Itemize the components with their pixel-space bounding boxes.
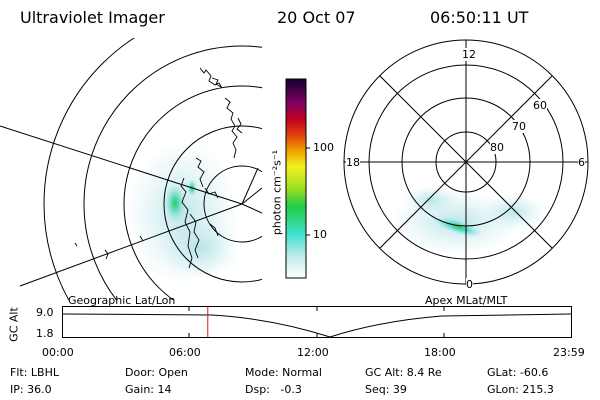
altitude-ticks bbox=[188, 307, 445, 337]
aurora-emission-geo bbox=[126, 141, 240, 285]
seq-info: Seq: 39 bbox=[365, 383, 407, 396]
instrument-title: Ultraviolet Imager bbox=[20, 8, 165, 27]
geographic-panel-label: Geographic Lat/Lon bbox=[68, 294, 176, 307]
coastlines bbox=[74, 67, 243, 269]
colorbar-unit-label: photon cm⁻²s⁻¹ bbox=[270, 149, 284, 236]
mlt-label-12: 12 bbox=[462, 48, 476, 61]
time-tick-0600: 06:00 bbox=[169, 346, 201, 359]
altitude-tick-9: 9.0 bbox=[36, 306, 54, 319]
aurora-emission-polar bbox=[391, 186, 544, 254]
mlt-label-0: 0 bbox=[466, 278, 473, 291]
altitude-curve bbox=[62, 313, 572, 338]
gc-alt-info: GC Alt: 8.4 Re bbox=[365, 366, 442, 379]
polar-mlat-mlt-plot bbox=[343, 39, 589, 285]
time-label: 06:50:11 UT bbox=[430, 8, 529, 27]
altitude-strip bbox=[62, 306, 572, 338]
apex-panel-label: Apex MLat/MLT bbox=[425, 294, 508, 307]
mlat-label-60: 60 bbox=[533, 99, 547, 112]
time-tick-1800: 18:00 bbox=[424, 346, 456, 359]
time-tick-1200: 12:00 bbox=[297, 346, 329, 359]
colorbar-tick-10: 10 bbox=[313, 228, 327, 241]
mlt-label-6: 6 bbox=[578, 156, 585, 169]
polar-grid bbox=[343, 39, 589, 285]
ip-info: IP: 36.0 bbox=[10, 383, 52, 396]
mode-info: Mode: Normal bbox=[245, 366, 322, 379]
door-info: Door: Open bbox=[125, 366, 188, 379]
mlat-label-70: 70 bbox=[512, 120, 526, 133]
geographic-map bbox=[0, 38, 262, 300]
gain-info: Gain: 14 bbox=[125, 383, 172, 396]
dsp-info: Dsp: -0.3 bbox=[245, 383, 302, 396]
glon-info: GLon: 215.3 bbox=[487, 383, 554, 396]
altitude-ylabel: GC Alt bbox=[7, 307, 21, 342]
glat-info: GLat: -60.6 bbox=[487, 366, 549, 379]
mlat-label-80: 80 bbox=[490, 141, 504, 154]
date-label: 20 Oct 07 bbox=[277, 8, 356, 27]
filter-info: Flt: LBHL bbox=[10, 366, 59, 379]
time-tick-2359: 23:59 bbox=[553, 346, 585, 359]
time-tick-0000: 00:00 bbox=[42, 346, 74, 359]
geo-grid bbox=[0, 38, 262, 300]
colorbar bbox=[285, 78, 310, 279]
colorbar-tick-100: 100 bbox=[313, 141, 334, 154]
altitude-tick-1-8: 1.8 bbox=[36, 327, 54, 340]
mlt-label-18: 18 bbox=[346, 156, 360, 169]
